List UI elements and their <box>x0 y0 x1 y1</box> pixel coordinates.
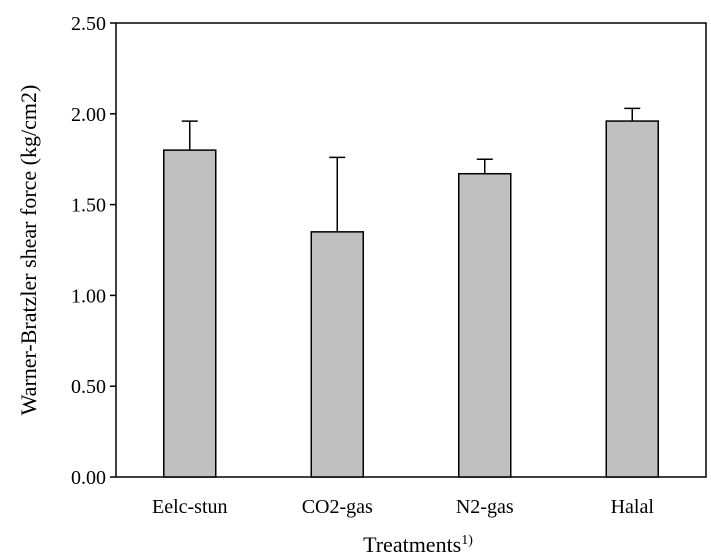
bar-halal <box>605 120 659 478</box>
x-tick-label: CO2-gas <box>302 496 373 518</box>
y-axis-ticks: 0.00 0.50 1.00 1.50 2.00 2.50 <box>71 13 116 489</box>
plot-frame <box>115 22 707 478</box>
x-axis-ticks: Eelc-stun CO2-gas N2-gas Halal <box>152 496 654 518</box>
y-tick-label: 0.00 <box>71 467 106 489</box>
x-axis-title: Treatments1) <box>363 532 473 557</box>
error-bars-group <box>181 107 641 232</box>
x-axis-title-text: Treatments <box>363 532 461 557</box>
bar-co2-gas <box>310 231 364 478</box>
bar-n2-gas <box>458 172 512 478</box>
y-tick-label: 0.50 <box>71 376 106 398</box>
y-tick-label: 1.00 <box>71 285 106 307</box>
bar-eelc-stun <box>163 149 217 478</box>
x-tick-label: Eelc-stun <box>152 496 228 518</box>
x-tick-label: Halal <box>611 496 655 518</box>
y-tick-label: 2.00 <box>71 104 106 126</box>
x-tick-label: N2-gas <box>456 496 514 518</box>
x-axis-title-superscript: 1) <box>461 533 473 548</box>
plot-border <box>115 22 707 478</box>
y-tick-label: 2.50 <box>71 13 106 35</box>
y-axis-title: Warner-Bratzler shear force (kg/cm2) <box>16 85 41 416</box>
bars-group <box>163 120 659 478</box>
y-tick-label: 1.50 <box>71 195 106 217</box>
